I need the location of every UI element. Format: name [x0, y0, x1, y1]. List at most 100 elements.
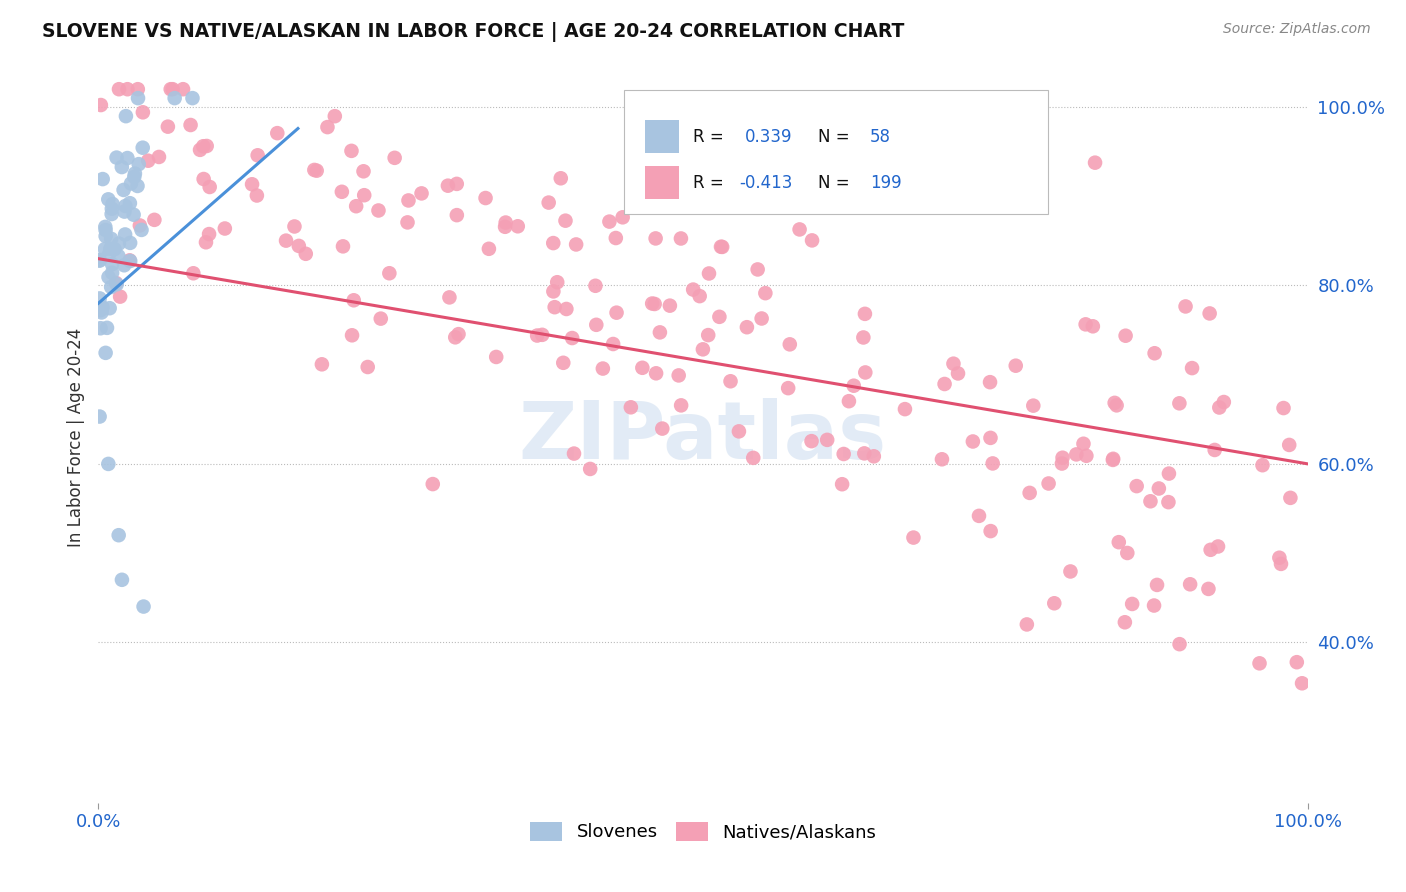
Point — [101, 266, 124, 280]
Point — [437, 178, 460, 193]
Point — [240, 178, 263, 192]
Point — [710, 240, 733, 254]
Point — [1022, 399, 1045, 413]
Point — [495, 215, 517, 229]
Text: ZIPatlas: ZIPatlas — [519, 398, 887, 476]
Point — [353, 188, 375, 202]
Point — [214, 221, 236, 235]
Point — [132, 105, 155, 120]
Point — [94, 346, 117, 360]
Point — [742, 450, 765, 465]
Point — [274, 234, 297, 248]
Point — [97, 270, 120, 285]
Point — [90, 305, 112, 319]
Point — [592, 361, 614, 376]
Point — [316, 120, 339, 134]
Point — [105, 276, 128, 290]
Point — [89, 409, 111, 424]
Point — [120, 254, 142, 268]
Point — [115, 109, 138, 123]
Text: 58: 58 — [870, 128, 891, 145]
Point — [735, 320, 758, 334]
Point — [658, 299, 681, 313]
Point — [108, 82, 131, 96]
Point — [555, 301, 578, 316]
Point — [620, 401, 643, 415]
Point — [669, 398, 692, 412]
Point — [159, 82, 181, 96]
Point — [180, 118, 202, 132]
Point — [117, 82, 139, 96]
Point — [107, 528, 129, 542]
Point — [122, 208, 145, 222]
Point — [97, 192, 120, 206]
Text: R =: R = — [693, 174, 730, 192]
Point — [815, 433, 838, 447]
Point — [194, 235, 217, 250]
Point — [606, 306, 628, 320]
Point — [605, 231, 627, 245]
Point — [340, 144, 363, 158]
Point — [131, 223, 153, 237]
Point — [852, 330, 875, 344]
Point — [127, 91, 149, 105]
Point — [720, 374, 742, 388]
Point — [565, 237, 588, 252]
Point — [288, 239, 311, 253]
Point — [474, 191, 496, 205]
Point — [378, 266, 401, 280]
Point — [1143, 599, 1166, 613]
Point — [934, 376, 956, 391]
Point — [294, 247, 316, 261]
Point — [668, 368, 690, 383]
Point — [183, 266, 205, 280]
Point — [101, 257, 124, 271]
Point — [1146, 578, 1168, 592]
Point — [1174, 300, 1197, 314]
Point — [562, 446, 585, 460]
Point — [446, 208, 468, 222]
Point — [246, 148, 269, 162]
Point — [340, 328, 363, 343]
Point — [101, 197, 124, 211]
Point — [97, 248, 120, 262]
Point — [195, 139, 218, 153]
Point — [579, 462, 602, 476]
FancyBboxPatch shape — [624, 90, 1047, 214]
Point — [537, 195, 560, 210]
Point — [344, 199, 367, 213]
Point — [862, 450, 884, 464]
Point — [124, 169, 146, 184]
Point — [117, 151, 139, 165]
Point — [669, 231, 692, 245]
Point — [1168, 396, 1191, 410]
Point — [1066, 447, 1088, 461]
Point — [1052, 450, 1074, 465]
Point — [124, 167, 146, 181]
Point — [655, 151, 678, 165]
Point — [1251, 458, 1274, 473]
Point — [91, 301, 114, 315]
Point — [398, 194, 420, 208]
Bar — [645, 167, 679, 200]
Point — [602, 337, 624, 351]
Point — [478, 242, 501, 256]
Point — [1249, 657, 1271, 671]
Point — [747, 262, 769, 277]
Point — [96, 321, 118, 335]
Point — [1121, 597, 1143, 611]
Point — [193, 139, 215, 153]
Point — [832, 447, 855, 461]
Point — [751, 311, 773, 326]
Point — [1204, 442, 1226, 457]
Point — [1199, 542, 1222, 557]
Point — [612, 211, 634, 225]
Point — [1212, 395, 1234, 409]
Point — [1197, 582, 1219, 596]
Point — [494, 219, 516, 234]
Point — [1108, 535, 1130, 549]
Point — [1291, 676, 1313, 690]
Point — [181, 91, 204, 105]
Point — [644, 231, 666, 245]
Point — [531, 327, 554, 342]
